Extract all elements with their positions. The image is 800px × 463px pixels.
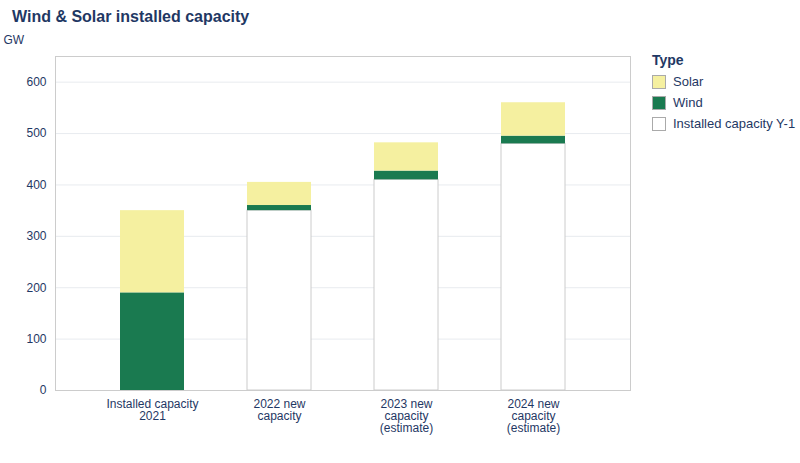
- html-text:Wind & Solar installed capacit: Wind & Solar installed capacity: [12, 8, 250, 25]
- svg-text:600: 600: [26, 75, 46, 89]
- html-text:Wind: Wind: [673, 95, 703, 110]
- svg-text:2022 newcapacity: 2022 newcapacity: [253, 397, 305, 423]
- svg-text:Installed capacity2021: Installed capacity2021: [106, 397, 198, 423]
- html-text:Type: Type: [652, 52, 684, 68]
- svg-text:300: 300: [26, 229, 46, 243]
- html-text:Installed capacity Y-1: Installed capacity Y-1: [673, 116, 796, 131]
- svg-text:2024 newcapacity(estimate): 2024 newcapacity(estimate): [507, 397, 560, 435]
- svg-text:0: 0: [40, 383, 47, 397]
- svg-text:400: 400: [26, 178, 46, 192]
- html-text:Solar: Solar: [673, 74, 704, 89]
- svg-text:200: 200: [26, 281, 46, 295]
- svg-text:2023 newcapacity(estimate): 2023 newcapacity(estimate): [380, 397, 433, 435]
- svg-text:GW: GW: [4, 33, 25, 47]
- svg-text:500: 500: [26, 126, 46, 140]
- svg-text:100: 100: [26, 332, 46, 346]
